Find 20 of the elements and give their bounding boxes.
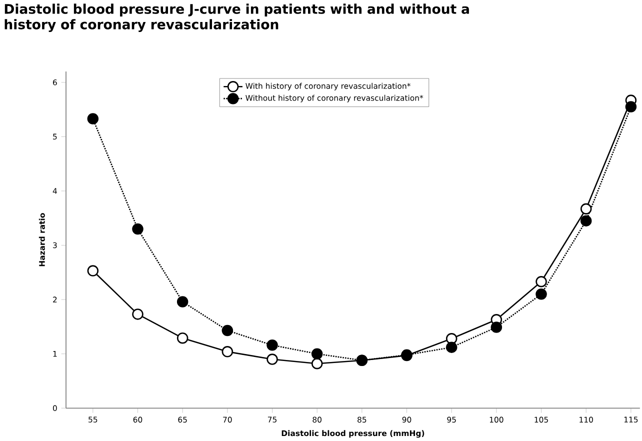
point [222,324,234,336]
point [580,215,592,226]
point [311,348,323,360]
point [266,353,278,365]
point [536,288,547,300]
point [446,342,458,353]
point [132,308,144,320]
point [87,264,99,276]
point [87,112,99,124]
point [311,358,323,370]
point [625,100,637,112]
point [536,276,547,288]
point [132,223,144,234]
chart-title: Diastolic blood pressure J-curve in patients with and without a history of coronary revascularization [4,3,469,32]
point [222,346,234,358]
point [266,339,278,351]
point [580,203,592,214]
point [490,321,502,333]
point [176,332,188,344]
point [176,296,188,308]
